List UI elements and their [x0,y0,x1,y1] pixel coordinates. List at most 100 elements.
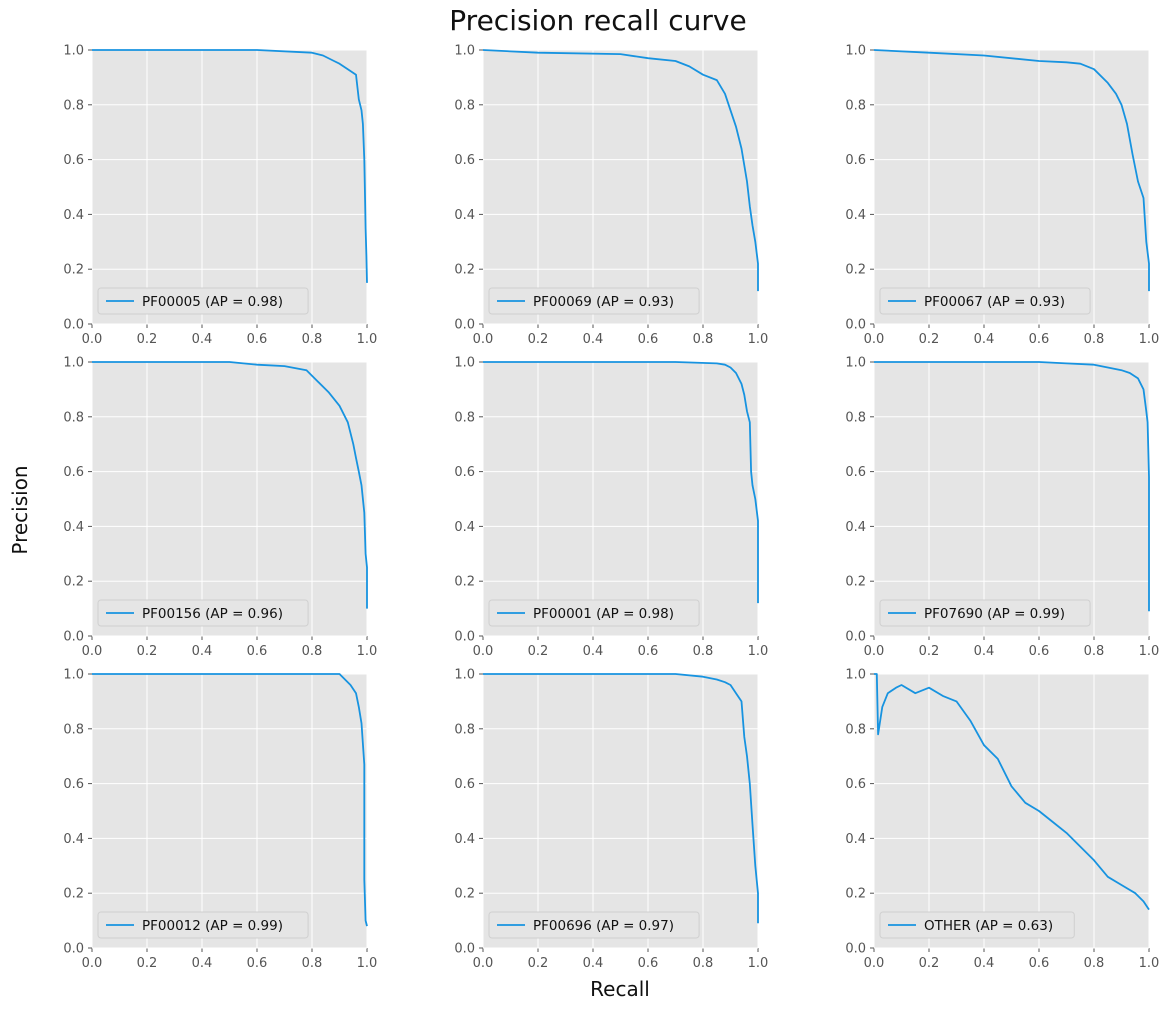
x-tick-label: 0.4 [192,644,213,659]
y-tick-label: 1.0 [845,668,866,683]
y-tick-label: 0.0 [63,318,84,333]
y-tick-label: 0.4 [63,520,84,535]
y-tick-label: 1.0 [845,44,866,59]
y-tick-label: 1.0 [63,356,84,371]
x-tick-label: 0.2 [528,332,549,347]
subplot-3: 0.0 0.2 0.4 0.6 0.8 1.0 0.0 0.2 0.4 0.6 0.8 1.0 PF00… [845,44,1159,348]
y-tick-label: 0.2 [845,263,866,278]
legend-box [488,287,700,315]
y-tick-label: 1.0 [454,668,475,683]
x-tick-label: 0.4 [974,332,995,347]
x-tick-label: 0.6 [247,956,268,971]
x-tick-label: 0.0 [82,644,103,659]
x-tick-label: 0.0 [473,332,494,347]
x-tick-label: 0.6 [638,332,659,347]
x-tick-label: 0.2 [919,956,940,971]
legend-box [879,911,1075,939]
x-tick-label: 1.0 [748,332,769,347]
x-tick-label: 0.6 [1029,332,1050,347]
pr-curve-line [482,49,759,292]
plot-area [483,50,758,324]
x-tick-label: 0.8 [302,644,323,659]
y-tick-label: 0.2 [454,263,475,278]
x-tick-label: 0.0 [864,644,885,659]
x-tick-label: 0.2 [528,644,549,659]
x-tick-label: 0.2 [919,332,940,347]
y-tick-label: 0.0 [454,318,475,333]
x-tick-label: 0.6 [247,644,268,659]
figure-title: Precision recall curve [449,4,747,37]
y-tick-label: 0.8 [454,722,475,737]
subplot-1: 0.0 0.2 0.4 0.6 0.8 1.0 0.0 0.2 0.4 0.6 0.8 1.0 PF00… [63,44,377,348]
y-tick-label: 0.0 [845,942,866,957]
x-tick-label: 0.8 [1084,644,1105,659]
x-tick-label: 0.8 [693,956,714,971]
x-tick-label: 0.8 [693,332,714,347]
y-tick-label: 0.0 [845,318,866,333]
x-tick-label: 0.6 [638,956,659,971]
x-tick-label: 0.0 [473,644,494,659]
y-tick-label: 0.0 [63,942,84,957]
x-tick-label: 0.4 [583,956,604,971]
subplot-5: 0.0 0.2 0.4 0.6 0.8 1.0 0.0 0.2 0.4 0.6 0.8 1.0 PF00… [454,356,768,660]
y-tick-label: 0.4 [454,208,475,223]
y-tick-label: 0.4 [845,208,866,223]
y-tick-label: 0.6 [63,777,84,792]
y-tick-label: 0.6 [845,465,866,480]
y-tick-label: 0.6 [845,777,866,792]
x-tick-label: 0.0 [82,332,103,347]
legend-label: PF00005 (AP = 0.98) [142,294,283,310]
subplot-4: 0.0 0.2 0.4 0.6 0.8 1.0 0.0 0.2 0.4 0.6 0.8 1.0 PF00… [63,356,377,660]
x-tick-label: 1.0 [357,956,378,971]
plot-area [874,50,1149,324]
x-tick-label: 1.0 [1139,332,1160,347]
y-tick-label: 0.8 [454,410,475,425]
x-tick-label: 0.0 [864,332,885,347]
subplot-6: 0.0 0.2 0.4 0.6 0.8 1.0 0.0 0.2 0.4 0.6 0.8 1.0 PF07… [845,356,1159,660]
legend-box [488,599,700,627]
legend-box [488,911,700,939]
y-tick-label: 0.2 [845,575,866,590]
y-tick-label: 0.0 [845,630,866,645]
legend-box [97,599,309,627]
x-tick-label: 0.2 [919,644,940,659]
x-tick-label: 0.8 [302,956,323,971]
x-tick-label: 0.6 [638,644,659,659]
pr-curve-line [483,361,759,604]
pr-curve-line [874,361,1150,612]
subplot-9: 0.0 0.2 0.4 0.6 0.8 1.0 0.0 0.2 0.4 0.6 0.8 1.0 OTHE… [845,668,1159,972]
plot-area [92,362,367,636]
y-tick-label: 0.8 [845,98,866,113]
x-tick-label: 0.4 [974,956,995,971]
x-tick-label: 1.0 [748,956,769,971]
legend-label: PF07690 (AP = 0.99) [924,606,1065,622]
legend-label: PF00001 (AP = 0.98) [533,606,674,622]
y-tick-label: 0.2 [454,575,475,590]
x-tick-label: 1.0 [748,644,769,659]
y-tick-label: 0.8 [454,98,475,113]
x-tick-label: 0.2 [137,956,158,971]
x-tick-label: 0.6 [1029,644,1050,659]
legend-label: PF00156 (AP = 0.96) [142,606,283,622]
x-tick-label: 0.4 [192,332,213,347]
x-tick-label: 1.0 [1139,644,1160,659]
y-tick-label: 0.6 [454,777,475,792]
x-tick-label: 0.0 [473,956,494,971]
subplot-8: 0.0 0.2 0.4 0.6 0.8 1.0 0.0 0.2 0.4 0.6 0.8 1.0 PF00… [454,668,768,972]
x-tick-label: 0.0 [864,956,885,971]
x-tick-label: 0.6 [1029,956,1050,971]
y-tick-label: 1.0 [845,356,866,371]
y-tick-label: 0.6 [63,465,84,480]
legend-box [97,911,309,939]
y-tick-label: 0.2 [454,887,475,902]
x-tick-label: 1.0 [357,332,378,347]
pr-curve-line [92,361,368,609]
y-tick-label: 0.6 [454,153,475,168]
plot-area [874,362,1149,636]
plot-area [92,674,367,948]
x-tick-label: 0.8 [302,332,323,347]
y-tick-label: 0.4 [845,520,866,535]
subplot-2: 0.0 0.2 0.4 0.6 0.8 1.0 0.0 0.2 0.4 0.6 0.8 1.0 PF00… [454,44,768,348]
y-tick-label: 0.4 [63,832,84,847]
y-tick-label: 0.0 [454,942,475,957]
